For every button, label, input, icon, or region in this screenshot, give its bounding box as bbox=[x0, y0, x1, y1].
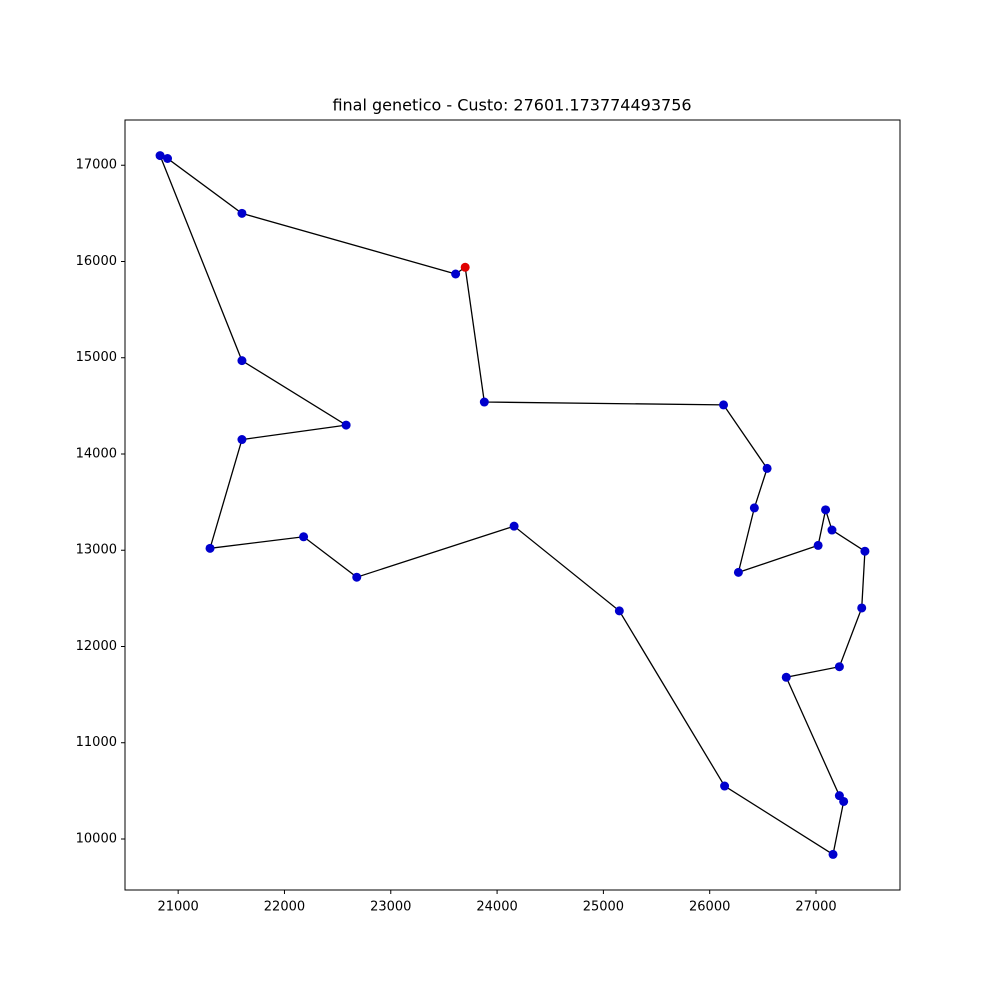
x-tick-label: 21000 bbox=[157, 900, 198, 915]
x-tick-label: 24000 bbox=[476, 900, 517, 915]
city-point bbox=[479, 397, 489, 407]
city-point bbox=[299, 532, 309, 542]
city-point bbox=[857, 603, 867, 613]
city-point bbox=[352, 572, 362, 582]
city-point bbox=[155, 151, 165, 161]
city-point bbox=[733, 567, 743, 577]
city-point bbox=[237, 356, 247, 366]
y-tick-label: 11000 bbox=[76, 735, 117, 750]
x-tick-label: 22000 bbox=[264, 900, 305, 915]
city-point bbox=[749, 503, 759, 513]
y-tick-label: 13000 bbox=[76, 543, 117, 558]
city-point bbox=[205, 543, 215, 553]
city-point bbox=[827, 525, 837, 535]
x-tick-label: 27000 bbox=[795, 900, 836, 915]
city-point bbox=[237, 208, 247, 218]
city-point bbox=[813, 540, 823, 550]
x-tick-label: 26000 bbox=[689, 900, 730, 915]
city-point bbox=[163, 154, 173, 163]
city-point bbox=[839, 796, 849, 806]
city-point bbox=[834, 662, 844, 672]
y-tick-label: 14000 bbox=[76, 446, 117, 461]
y-tick-label: 10000 bbox=[76, 831, 117, 846]
city-point bbox=[720, 781, 730, 791]
city-point bbox=[828, 849, 838, 859]
y-tick-label: 17000 bbox=[76, 158, 117, 173]
city-point bbox=[781, 672, 791, 682]
city-point bbox=[509, 521, 519, 531]
city-point bbox=[614, 606, 624, 616]
start-point bbox=[460, 262, 470, 272]
x-tick-label: 25000 bbox=[583, 900, 624, 915]
city-point bbox=[237, 435, 247, 445]
city-point bbox=[762, 463, 772, 473]
city-point bbox=[451, 269, 461, 279]
chart-title: final genetico - Custo: 27601.1737744937… bbox=[332, 96, 691, 115]
plot-frame bbox=[124, 119, 901, 891]
city-point bbox=[860, 546, 870, 556]
city-point bbox=[821, 505, 831, 515]
y-tick-label: 12000 bbox=[76, 639, 117, 654]
y-tick-label: 16000 bbox=[76, 254, 117, 269]
city-point bbox=[341, 420, 351, 430]
y-tick-label: 15000 bbox=[76, 350, 117, 365]
x-tick-label: 23000 bbox=[370, 900, 411, 915]
city-point bbox=[719, 400, 729, 410]
